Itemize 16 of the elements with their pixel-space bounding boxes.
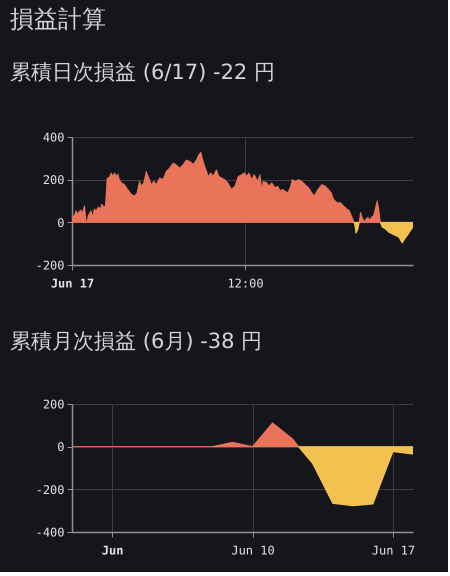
chart-subtitle: 累積日次損益 (6/17) -22 円 bbox=[10, 60, 275, 84]
x-tick-label: Jun 17 bbox=[50, 276, 94, 290]
y-tick-label: -200 bbox=[36, 258, 64, 272]
y-tick-label: 200 bbox=[42, 398, 64, 412]
chart-title: 累積月次損益 (6月) -38 円 bbox=[10, 329, 262, 353]
y-tick-label: 0 bbox=[57, 216, 64, 230]
x-tick-label: Jun bbox=[102, 544, 124, 558]
y-tick-label: 400 bbox=[42, 130, 64, 144]
y-tick-label: 0 bbox=[57, 440, 64, 454]
y-tick-label: -400 bbox=[36, 526, 64, 540]
y-tick-label: 200 bbox=[42, 173, 64, 188]
x-tick-label: Jun 17 bbox=[372, 544, 416, 558]
x-tick-label: 12:00 bbox=[227, 276, 264, 290]
chart-title: 損益計算 bbox=[10, 5, 106, 33]
y-tick-label: -200 bbox=[36, 482, 64, 497]
x-tick-label: Jun 10 bbox=[231, 544, 275, 558]
